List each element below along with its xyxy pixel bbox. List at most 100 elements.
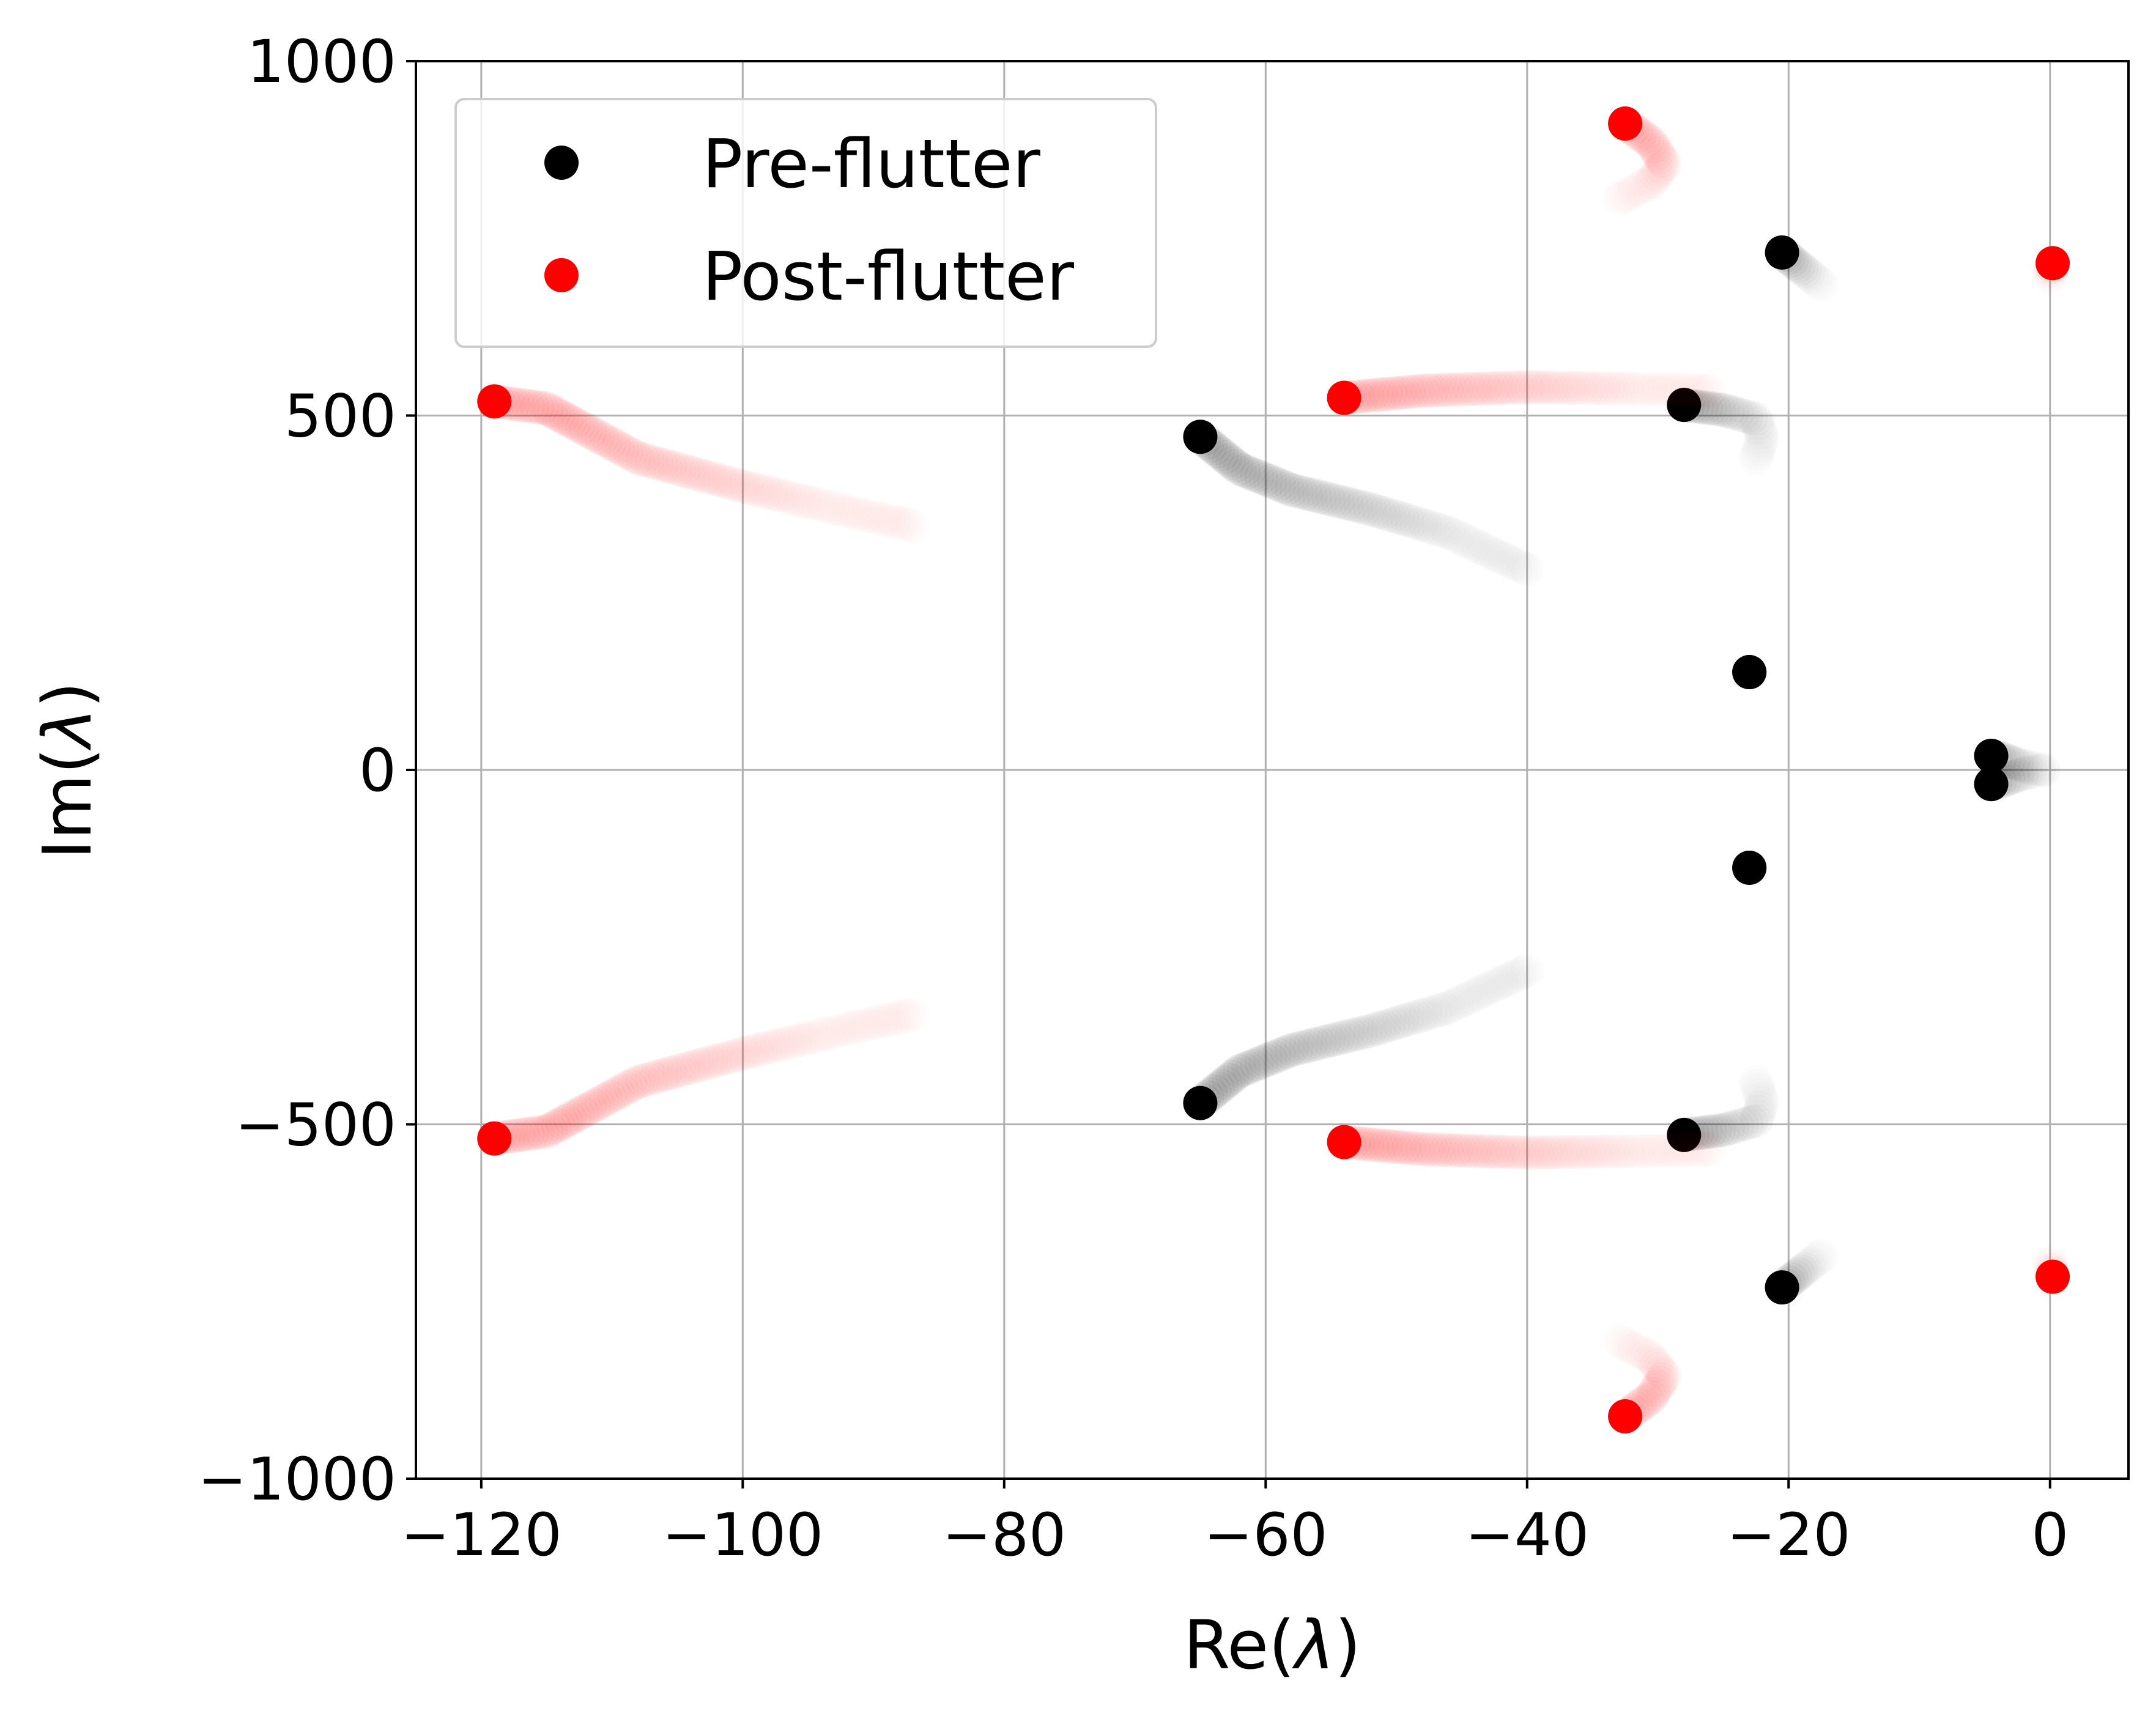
data-point-post-flutter	[553, 1101, 588, 1136]
data-point-pre-flutter	[1275, 1032, 1310, 1067]
data-point-post-flutter	[565, 410, 599, 445]
data-point-post-flutter	[1434, 372, 1469, 407]
data-point-post-flutter	[593, 426, 628, 460]
data-point-post-flutter	[561, 1097, 596, 1132]
data-point-post-flutter	[1373, 376, 1407, 411]
data-point-pre-flutter	[1732, 850, 1767, 885]
data-point-pre-flutter	[1244, 1045, 1279, 1080]
data-point-pre-flutter	[1697, 1114, 1732, 1148]
data-point-post-flutter	[609, 434, 643, 469]
data-point-post-flutter	[1396, 1131, 1431, 1166]
data-point-post-flutter	[1377, 376, 1412, 411]
data-point-post-flutter	[1382, 1130, 1417, 1164]
data-point-pre-flutter	[1693, 1114, 1728, 1149]
data-point-pre-flutter	[1279, 1031, 1314, 1066]
data-point-pre-flutter	[1183, 420, 1218, 454]
data-point-post-flutter	[1382, 375, 1417, 410]
data-point-pre-flutter	[1231, 455, 1265, 490]
data-point-post-flutter	[1439, 1133, 1473, 1167]
data-point-post-flutter	[1391, 374, 1426, 409]
data-point-post-flutter	[1368, 377, 1403, 412]
data-point-pre-flutter	[1765, 1270, 1799, 1305]
data-point-post-flutter	[1636, 1376, 1671, 1411]
data-point-post-flutter	[1608, 1399, 1643, 1434]
data-point-post-flutter	[520, 390, 555, 424]
data-point-pre-flutter	[1212, 443, 1247, 478]
data-point-post-flutter	[541, 1108, 576, 1142]
data-point-post-flutter	[572, 1090, 607, 1125]
y-tick-label: 500	[284, 382, 396, 451]
y-axis-label: Im(λ)	[28, 682, 106, 860]
data-point-pre-flutter	[1215, 445, 1250, 480]
data-point-pre-flutter	[1974, 767, 2009, 802]
data-point-post-flutter	[510, 1117, 545, 1152]
legend: Pre-flutter Post-flutter	[454, 98, 1157, 348]
data-point-pre-flutter	[1226, 453, 1261, 488]
data-point-post-flutter	[533, 1112, 568, 1147]
data-point-post-flutter	[1439, 372, 1473, 407]
data-point-pre-flutter	[1279, 474, 1314, 509]
data-point-pre-flutter	[1253, 464, 1287, 498]
data-point-post-flutter	[1415, 373, 1450, 408]
data-point-post-flutter	[1405, 1132, 1440, 1167]
series-pre-flutter	[1183, 235, 2026, 1305]
data-point-post-flutter	[593, 1079, 628, 1114]
x-tick-label: −80	[943, 1501, 1067, 1569]
data-point-post-flutter	[505, 388, 540, 423]
data-point-pre-flutter	[1270, 1034, 1305, 1069]
data-point-post-flutter	[577, 416, 612, 451]
data-point-post-flutter	[1368, 1128, 1403, 1163]
data-point-post-flutter	[537, 1110, 572, 1145]
data-point-post-flutter	[1327, 1125, 1361, 1159]
data-point-post-flutter	[1391, 1131, 1426, 1166]
data-point-pre-flutter	[1235, 1048, 1270, 1083]
x-tick-label: −60	[1204, 1501, 1328, 1569]
data-point-post-flutter	[1359, 377, 1394, 412]
legend-marker-post-flutter	[544, 258, 579, 292]
data-point-post-flutter	[1608, 106, 1643, 141]
legend-label-pre-flutter: Pre-flutter	[702, 125, 1041, 203]
data-point-post-flutter	[1420, 1132, 1454, 1167]
data-point-post-flutter	[545, 1106, 580, 1141]
data-point-pre-flutter	[1261, 1038, 1296, 1073]
data-point-post-flutter	[601, 1075, 635, 1110]
axis-ticks: −120 −100 −80 −60 −40 −20 0 −1000 −500 0 500 1000	[198, 28, 2069, 1569]
data-point-post-flutter	[609, 1071, 643, 1106]
data-point-post-flutter	[1424, 1133, 1459, 1167]
data-point-post-flutter	[549, 1103, 583, 1138]
data-point-post-flutter	[515, 1116, 550, 1151]
data-point-post-flutter	[605, 1073, 640, 1108]
data-point-pre-flutter	[1265, 1036, 1300, 1071]
data-point-post-flutter	[533, 393, 568, 428]
data-point-pre-flutter	[1218, 1057, 1253, 1092]
data-point-post-flutter	[1448, 372, 1483, 407]
data-point-pre-flutter	[1261, 467, 1296, 502]
data-point-pre-flutter	[1284, 1030, 1319, 1065]
legend-label-post-flutter: Post-flutter	[702, 237, 1075, 316]
data-point-post-flutter	[537, 395, 572, 430]
data-point-pre-flutter	[1244, 460, 1279, 495]
data-point-pre-flutter	[1183, 1085, 1218, 1120]
data-point-pre-flutter	[1240, 459, 1275, 494]
data-point-post-flutter	[605, 432, 640, 467]
data-point-post-flutter	[1396, 374, 1431, 409]
data-point-post-flutter	[588, 1082, 623, 1117]
data-point-post-flutter	[1636, 129, 1671, 164]
data-point-post-flutter	[1410, 1132, 1445, 1167]
data-point-pre-flutter	[1257, 465, 1292, 500]
data-point-pre-flutter	[1231, 1050, 1265, 1085]
data-point-post-flutter	[524, 390, 559, 425]
data-point-post-flutter	[1434, 1133, 1469, 1167]
data-point-pre-flutter	[1212, 1062, 1247, 1097]
data-point-post-flutter	[1401, 374, 1435, 409]
y-tick-label: −1000	[198, 1445, 396, 1514]
data-point-post-flutter	[1373, 1129, 1407, 1164]
data-point-pre-flutter	[1208, 440, 1243, 475]
data-point-pre-flutter	[1765, 235, 1799, 270]
data-point-post-flutter	[549, 402, 583, 437]
series-post-flutter	[477, 106, 2070, 1434]
data-point-post-flutter	[1359, 1128, 1394, 1163]
data-point-post-flutter	[572, 415, 607, 449]
data-point-post-flutter	[557, 1099, 591, 1134]
x-tick-label: −100	[662, 1501, 824, 1569]
